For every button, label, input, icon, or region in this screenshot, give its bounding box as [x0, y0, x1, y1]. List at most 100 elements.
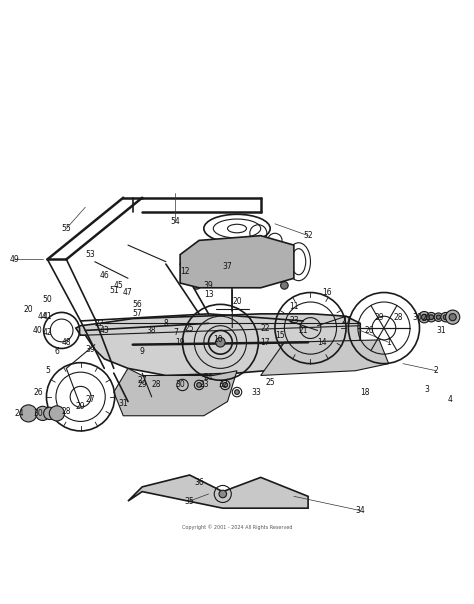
- Circle shape: [427, 312, 436, 322]
- Text: 41: 41: [43, 312, 52, 321]
- Text: 46: 46: [100, 271, 109, 280]
- Text: 36: 36: [194, 478, 204, 487]
- Text: 57: 57: [133, 309, 142, 318]
- Text: 17: 17: [261, 338, 270, 347]
- Text: 25: 25: [265, 378, 275, 387]
- Text: 34: 34: [356, 506, 365, 515]
- Text: 4: 4: [448, 394, 453, 403]
- Circle shape: [235, 390, 239, 394]
- Circle shape: [429, 315, 434, 320]
- Circle shape: [193, 281, 201, 289]
- Circle shape: [419, 312, 430, 323]
- Text: 48: 48: [62, 338, 71, 347]
- Text: 33: 33: [251, 388, 261, 397]
- Text: 24: 24: [422, 314, 431, 323]
- Polygon shape: [180, 236, 294, 288]
- Text: 39: 39: [85, 345, 95, 354]
- Text: 12: 12: [180, 267, 190, 275]
- Text: 25: 25: [185, 324, 194, 333]
- Circle shape: [281, 281, 288, 289]
- Text: 15: 15: [275, 330, 284, 339]
- Text: 18: 18: [360, 388, 370, 397]
- Text: 37: 37: [223, 262, 232, 271]
- Circle shape: [223, 382, 228, 387]
- Text: 39: 39: [204, 281, 213, 290]
- Text: 28: 28: [393, 313, 403, 322]
- Polygon shape: [76, 314, 360, 376]
- Text: 30: 30: [175, 381, 185, 390]
- Text: 5: 5: [45, 366, 50, 375]
- Text: 29: 29: [137, 381, 147, 390]
- Circle shape: [49, 406, 64, 421]
- Text: 44: 44: [38, 312, 47, 321]
- Text: 43: 43: [100, 326, 109, 335]
- Circle shape: [446, 310, 460, 324]
- Text: 28: 28: [152, 381, 161, 390]
- Text: 31: 31: [436, 326, 446, 335]
- Circle shape: [197, 382, 201, 387]
- Circle shape: [281, 251, 288, 259]
- Circle shape: [443, 315, 448, 320]
- Circle shape: [421, 314, 427, 320]
- Circle shape: [36, 406, 50, 420]
- Text: 55: 55: [62, 224, 71, 233]
- Text: 24: 24: [14, 409, 24, 418]
- Text: 30: 30: [33, 409, 43, 418]
- Text: 28: 28: [62, 406, 71, 416]
- Text: 38: 38: [147, 326, 156, 335]
- Circle shape: [434, 313, 443, 321]
- Text: 42: 42: [43, 329, 52, 337]
- Text: 2: 2: [434, 366, 438, 375]
- Circle shape: [20, 405, 37, 422]
- Text: 31: 31: [118, 399, 128, 408]
- Circle shape: [441, 312, 450, 322]
- Text: 52: 52: [303, 231, 313, 240]
- Text: 13: 13: [204, 291, 213, 300]
- Text: 27: 27: [85, 394, 95, 403]
- Text: 14: 14: [318, 338, 327, 347]
- Text: 45: 45: [114, 281, 123, 290]
- Circle shape: [219, 490, 227, 498]
- Text: 16: 16: [322, 288, 332, 297]
- Text: 56: 56: [133, 300, 142, 309]
- Text: 8: 8: [164, 319, 168, 328]
- Text: 30: 30: [412, 313, 422, 322]
- Text: 6: 6: [55, 347, 59, 356]
- Circle shape: [193, 253, 201, 261]
- Text: 26: 26: [365, 326, 374, 335]
- Text: 35: 35: [185, 496, 194, 506]
- Text: 21: 21: [299, 326, 308, 335]
- Text: 11: 11: [289, 302, 299, 311]
- Circle shape: [44, 407, 56, 420]
- Text: 20: 20: [24, 304, 33, 313]
- Polygon shape: [261, 340, 389, 376]
- Polygon shape: [114, 368, 237, 416]
- Text: 29: 29: [374, 313, 384, 322]
- Text: 3: 3: [424, 385, 429, 394]
- Circle shape: [449, 313, 456, 321]
- Text: 9: 9: [140, 347, 145, 356]
- Text: 50: 50: [43, 295, 52, 304]
- Circle shape: [437, 315, 441, 320]
- Text: 20: 20: [232, 298, 242, 306]
- Text: 7: 7: [173, 329, 178, 337]
- Text: 19: 19: [175, 338, 185, 347]
- Circle shape: [216, 338, 225, 347]
- Text: 27: 27: [137, 376, 147, 385]
- Text: 1: 1: [386, 338, 391, 347]
- Text: 51: 51: [109, 286, 118, 295]
- Text: 40: 40: [33, 326, 43, 335]
- Text: 54: 54: [171, 217, 180, 226]
- Text: 32: 32: [218, 381, 228, 390]
- Text: 24: 24: [204, 373, 213, 382]
- Text: 10: 10: [213, 335, 223, 344]
- Text: 53: 53: [85, 250, 95, 259]
- Text: 22: 22: [95, 319, 104, 328]
- Text: 27: 27: [341, 316, 351, 326]
- Text: 49: 49: [9, 255, 19, 264]
- Text: 29: 29: [76, 402, 85, 411]
- Polygon shape: [128, 475, 308, 508]
- Text: 23: 23: [289, 316, 299, 326]
- Text: 47: 47: [123, 288, 133, 297]
- Text: 22: 22: [261, 324, 270, 333]
